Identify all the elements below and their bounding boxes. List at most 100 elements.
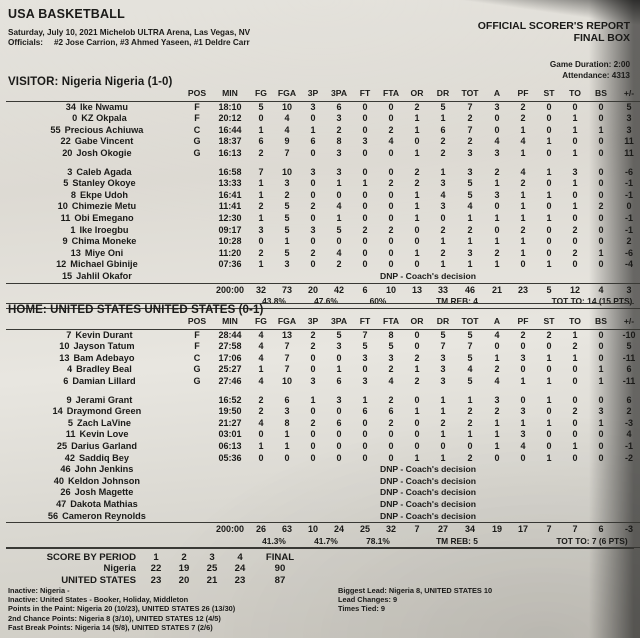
totals-bottom-rule-cell xyxy=(6,307,640,312)
player-min: 18:37 xyxy=(218,136,242,147)
totals-pos-cell xyxy=(182,522,212,536)
player-bs: 0 xyxy=(598,440,604,451)
player-bs: 0 xyxy=(598,224,604,235)
col-bs: BS xyxy=(588,88,614,102)
ft-percentage: 78.1% xyxy=(366,535,390,546)
score-team-name: UNITED STATES xyxy=(61,574,136,586)
player-dr: 1 xyxy=(440,259,446,270)
score-period-3: 25 xyxy=(206,563,218,575)
home-team-block: HOME: UNITED STATES UNITED STATES (0-1) … xyxy=(0,302,640,552)
player-min: 18:10 xyxy=(218,101,242,112)
player-name: Chima Moneke xyxy=(71,236,137,247)
player-3pa: 0 xyxy=(336,452,342,463)
player-3pa: 8 xyxy=(336,136,342,147)
player-fta: 0 xyxy=(388,201,394,212)
player-ft: 7 xyxy=(362,329,368,340)
totals-pos-cell xyxy=(182,282,212,297)
player-a: 1 xyxy=(494,178,500,189)
player-fta: 0 xyxy=(388,113,394,124)
player-pf: 3 xyxy=(520,352,526,363)
player-fta: 8 xyxy=(388,329,394,340)
jersey-number: 26 xyxy=(60,487,71,498)
player-tot: 7 xyxy=(467,124,473,135)
player-plusminus: -1 xyxy=(624,178,633,189)
jersey-number: 40 xyxy=(53,475,65,486)
player-tot: 5 xyxy=(467,189,473,200)
fg-percentage: 41.3% xyxy=(262,535,286,546)
jersey-number: 1 xyxy=(70,224,76,235)
final-header: FINAL xyxy=(265,552,295,563)
player-st: 0 xyxy=(546,201,552,212)
player-or: 0 xyxy=(414,329,420,340)
player-name-cell: 22 Gabe Vincent xyxy=(6,136,182,148)
player-fg: 6 xyxy=(258,136,264,147)
player-3p: 0 xyxy=(310,429,316,440)
player-fg: 0 xyxy=(258,113,264,124)
player-ft: 0 xyxy=(362,147,368,158)
player-a: 3 xyxy=(494,147,500,158)
player-tot: 1 xyxy=(467,429,473,440)
player-to: 1 xyxy=(572,147,578,158)
player-bs: 0 xyxy=(598,452,604,463)
player-name-cell: 10 Chimezie Metu xyxy=(6,201,182,213)
player-pf: 3 xyxy=(520,406,526,417)
player-min: 19:50 xyxy=(218,406,242,417)
report-title-block: OFFICIAL SCORER'S REPORT FINAL BOX xyxy=(478,20,630,44)
player-a: 2 xyxy=(494,166,500,177)
player-3p: 0 xyxy=(310,189,316,200)
report-subtitle: FINAL BOX xyxy=(573,32,630,44)
player-to: 2 xyxy=(572,247,578,258)
player-fta: 0 xyxy=(388,236,394,247)
player-name: Saddiq Bey xyxy=(78,452,130,463)
player-name-cell: 5 Stanley Okoye xyxy=(6,178,182,190)
totals-label-cell xyxy=(6,522,182,536)
player-pf: 1 xyxy=(520,212,526,223)
totals-a: 19 xyxy=(484,522,510,536)
player-name: Darius Garland xyxy=(71,440,137,451)
totals-bs: 4 xyxy=(588,282,614,297)
player-fga: 3 xyxy=(284,178,290,189)
player-fga: 7 xyxy=(284,147,290,158)
jersey-number: 0 xyxy=(72,113,78,124)
player-or: 2 xyxy=(414,166,420,177)
col-player xyxy=(6,88,182,102)
player-dr: 7 xyxy=(440,341,446,352)
player-fta: 0 xyxy=(388,166,394,177)
player-fg: 2 xyxy=(258,247,264,258)
player-pf: 1 xyxy=(520,201,526,212)
player-min: 11:41 xyxy=(218,201,242,212)
period-header-3: 3 xyxy=(209,552,215,563)
game-meta: Saturday, July 10, 2021 Michelob ULTRA A… xyxy=(8,28,250,48)
totals-or: 7 xyxy=(404,522,430,536)
game-note-line: Lead Changes: 9 xyxy=(338,595,398,605)
player-ft: 0 xyxy=(362,189,368,200)
player-or: 0 xyxy=(414,417,420,428)
jersey-number: 11 xyxy=(60,212,71,223)
score-by-period-table: SCORE BY PERIOD 1 2 3 4 FINAL Nigeria 22 19 25 24 9… xyxy=(8,552,306,586)
player-ft: 0 xyxy=(362,440,368,451)
player-pf: 2 xyxy=(520,101,526,112)
player-pos: F xyxy=(194,341,200,352)
player-tot: 5 xyxy=(467,329,473,340)
player-tot: 7 xyxy=(467,341,473,352)
totals-min: 200:00 xyxy=(212,522,248,536)
officials-names: #2 Jose Carrion, #3 Ahmed Yaseen, #1 Del… xyxy=(54,38,250,47)
col-or: OR xyxy=(404,316,430,330)
player-dr: 1 xyxy=(440,452,446,463)
col-fga: FGA xyxy=(274,88,300,102)
col-dr: DR xyxy=(430,88,456,102)
totals-to: 7 xyxy=(562,522,588,536)
row-spacer xyxy=(6,388,640,395)
player-3pa: 1 xyxy=(336,212,342,223)
jersey-number: 3 xyxy=(67,166,73,177)
player-a: 3 xyxy=(494,394,500,405)
player-fga: 10 xyxy=(281,375,292,386)
col-st: ST xyxy=(536,88,562,102)
player-name: Josh Magette xyxy=(74,487,134,498)
player-fg: 2 xyxy=(258,406,264,417)
player-pos: G xyxy=(193,364,201,375)
